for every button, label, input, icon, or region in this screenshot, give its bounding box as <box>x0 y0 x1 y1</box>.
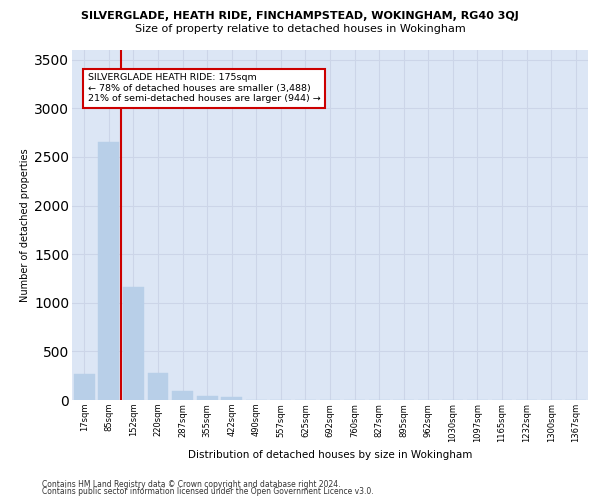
Text: SILVERGLADE, HEATH RIDE, FINCHAMPSTEAD, WOKINGHAM, RG40 3QJ: SILVERGLADE, HEATH RIDE, FINCHAMPSTEAD, … <box>81 11 519 21</box>
Text: Size of property relative to detached houses in Wokingham: Size of property relative to detached ho… <box>134 24 466 34</box>
Bar <box>98 142 119 400</box>
Text: Contains HM Land Registry data © Crown copyright and database right 2024.: Contains HM Land Registry data © Crown c… <box>42 480 341 489</box>
Bar <box>197 396 218 400</box>
Text: Contains public sector information licensed under the Open Government Licence v3: Contains public sector information licen… <box>42 487 374 496</box>
Bar <box>74 374 95 400</box>
Text: SILVERGLADE HEATH RIDE: 175sqm
← 78% of detached houses are smaller (3,488)
21% : SILVERGLADE HEATH RIDE: 175sqm ← 78% of … <box>88 74 321 103</box>
Y-axis label: Number of detached properties: Number of detached properties <box>20 148 30 302</box>
Bar <box>172 391 193 400</box>
X-axis label: Distribution of detached houses by size in Wokingham: Distribution of detached houses by size … <box>188 450 472 460</box>
Bar <box>148 373 169 400</box>
Bar <box>123 287 144 400</box>
Bar <box>221 396 242 400</box>
